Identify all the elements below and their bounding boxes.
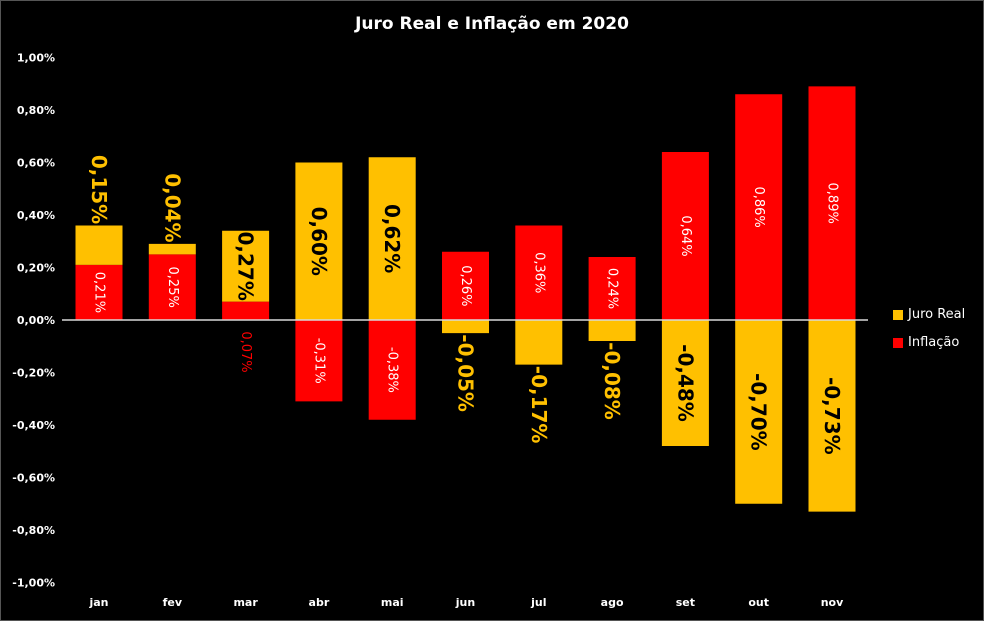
x-tick-label: set (676, 596, 695, 609)
data-label-juro-real: -0,05% (454, 334, 478, 412)
data-label-inflacao: 0,36% (531, 252, 546, 293)
bar-inflacao (148, 254, 196, 320)
x-tick-label: out (748, 596, 769, 609)
bar-juro-real (735, 320, 783, 504)
chart-title: Juro Real e Inflação em 2020 (355, 14, 629, 34)
bar-juro-real (75, 225, 123, 265)
y-tick-label: 0,00% (17, 314, 55, 327)
bar-inflacao (735, 94, 783, 320)
y-tick-label: -0,20% (12, 367, 55, 380)
y-tick-label: -0,40% (12, 419, 55, 432)
y-tick-label: 0,60% (17, 157, 55, 170)
x-tick-label: jun (455, 596, 475, 609)
data-label-juro-real: -0,08% (600, 342, 624, 420)
legend-swatch-juro-real (893, 309, 903, 320)
data-label-juro-real: 0,04% (160, 173, 184, 242)
bar-inflacao (588, 257, 636, 320)
legend-swatch-inflacao (893, 337, 903, 348)
data-label-juro-real: 0,62% (380, 204, 404, 273)
x-tick-label: ago (601, 596, 624, 609)
bar-juro-real (368, 157, 416, 320)
bar-inflacao (222, 301, 270, 320)
data-label-juro-real: 0,15% (87, 155, 111, 224)
bar-inflacao (295, 320, 343, 402)
bar-inflacao (661, 152, 709, 320)
y-tick-label: 0,40% (17, 209, 55, 222)
x-tick-label: mar (233, 596, 258, 609)
y-tick-label: -0,80% (12, 524, 55, 537)
data-label-inflacao: -0,38% (385, 347, 400, 393)
data-label-inflacao: 0,89% (825, 183, 840, 224)
x-tick-label: abr (309, 596, 330, 609)
bar-inflacao (442, 251, 489, 320)
data-label-juro-real: -0,17% (527, 366, 551, 444)
bar-juro-real (442, 320, 489, 334)
bar-juro-real (148, 243, 196, 255)
data-label-juro-real: -0,70% (747, 373, 771, 451)
data-label-inflacao: 0,24% (605, 268, 620, 309)
legend-label-inflacao: Inflação (908, 335, 960, 350)
data-label-inflacao: 0,25% (165, 267, 180, 308)
legend-item-juro-real: Juro Real (893, 307, 965, 322)
y-tick-label: 0,20% (17, 262, 55, 275)
data-label-inflacao: -0,31% (311, 338, 326, 384)
bar-juro-real (222, 230, 270, 302)
bar-inflacao (808, 86, 856, 320)
data-label-juro-real: -0,73% (820, 377, 844, 455)
legend-label-juro-real: Juro Real (908, 307, 966, 322)
y-tick-label: -0,60% (12, 472, 55, 485)
bar-juro-real (588, 320, 636, 341)
data-label-inflacao: 0,07% (238, 331, 253, 372)
data-label-juro-real: 0,27% (234, 231, 258, 300)
data-label-juro-real: 0,60% (307, 207, 331, 276)
bar-inflacao (75, 264, 123, 320)
data-label-inflacao: 0,64% (678, 215, 693, 256)
legend-item-inflacao: Inflação (893, 335, 959, 350)
x-tick-label: fev (163, 596, 183, 609)
bar-inflacao (368, 320, 416, 420)
bar-juro-real (295, 162, 343, 320)
x-tick-label: jul (530, 596, 546, 609)
x-tick-label: jan (88, 596, 108, 609)
x-tick-label: nov (821, 596, 844, 609)
data-label-inflacao: 0,21% (92, 272, 107, 313)
y-tick-label: -1,00% (12, 577, 55, 590)
bar-juro-real (808, 320, 856, 512)
bar-juro-real (515, 320, 563, 365)
y-tick-label: 1,00% (17, 52, 55, 65)
x-tick-label: mai (381, 596, 404, 609)
data-label-inflacao: 0,26% (458, 265, 473, 306)
data-label-juro-real: -0,48% (673, 344, 697, 422)
bar-inflacao (515, 225, 563, 320)
data-label-inflacao: 0,86% (751, 186, 766, 227)
y-tick-label: 0,80% (17, 104, 55, 117)
bar-juro-real (661, 320, 709, 446)
